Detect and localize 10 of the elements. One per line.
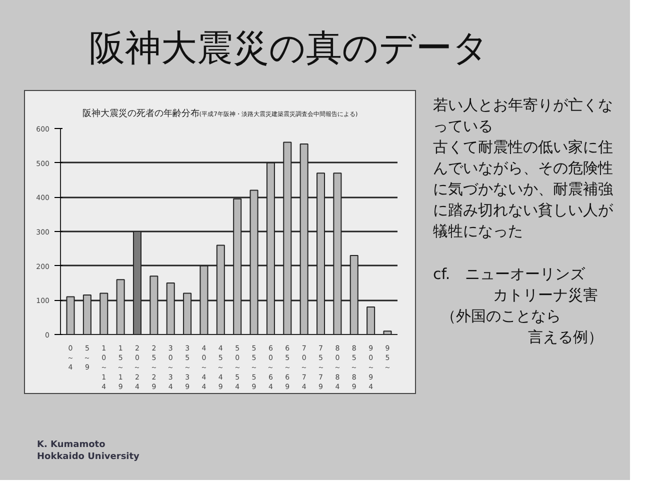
text: 阪神大震災の真のデータ xyxy=(89,27,489,71)
text: K. Kumamoto xyxy=(37,439,106,451)
text: 古くて耐震性の低い家に住んでいながら、その危険性に気づかないか、耐震補強に踏み切れない貧しい人が犠牲になった xyxy=(433,137,614,242)
text: カトリーナ災害 xyxy=(492,285,599,306)
text: 若い人とお年寄りが亡くなっている xyxy=(433,95,614,137)
text: Hokkaido University xyxy=(37,451,140,463)
chart-title: 阪神大震災の死者の年齢分布 xyxy=(82,109,200,119)
text: cf. ニューオーリンズ xyxy=(433,264,586,285)
text: 言える例） xyxy=(527,327,604,348)
text: （外国のことなら xyxy=(440,306,562,327)
